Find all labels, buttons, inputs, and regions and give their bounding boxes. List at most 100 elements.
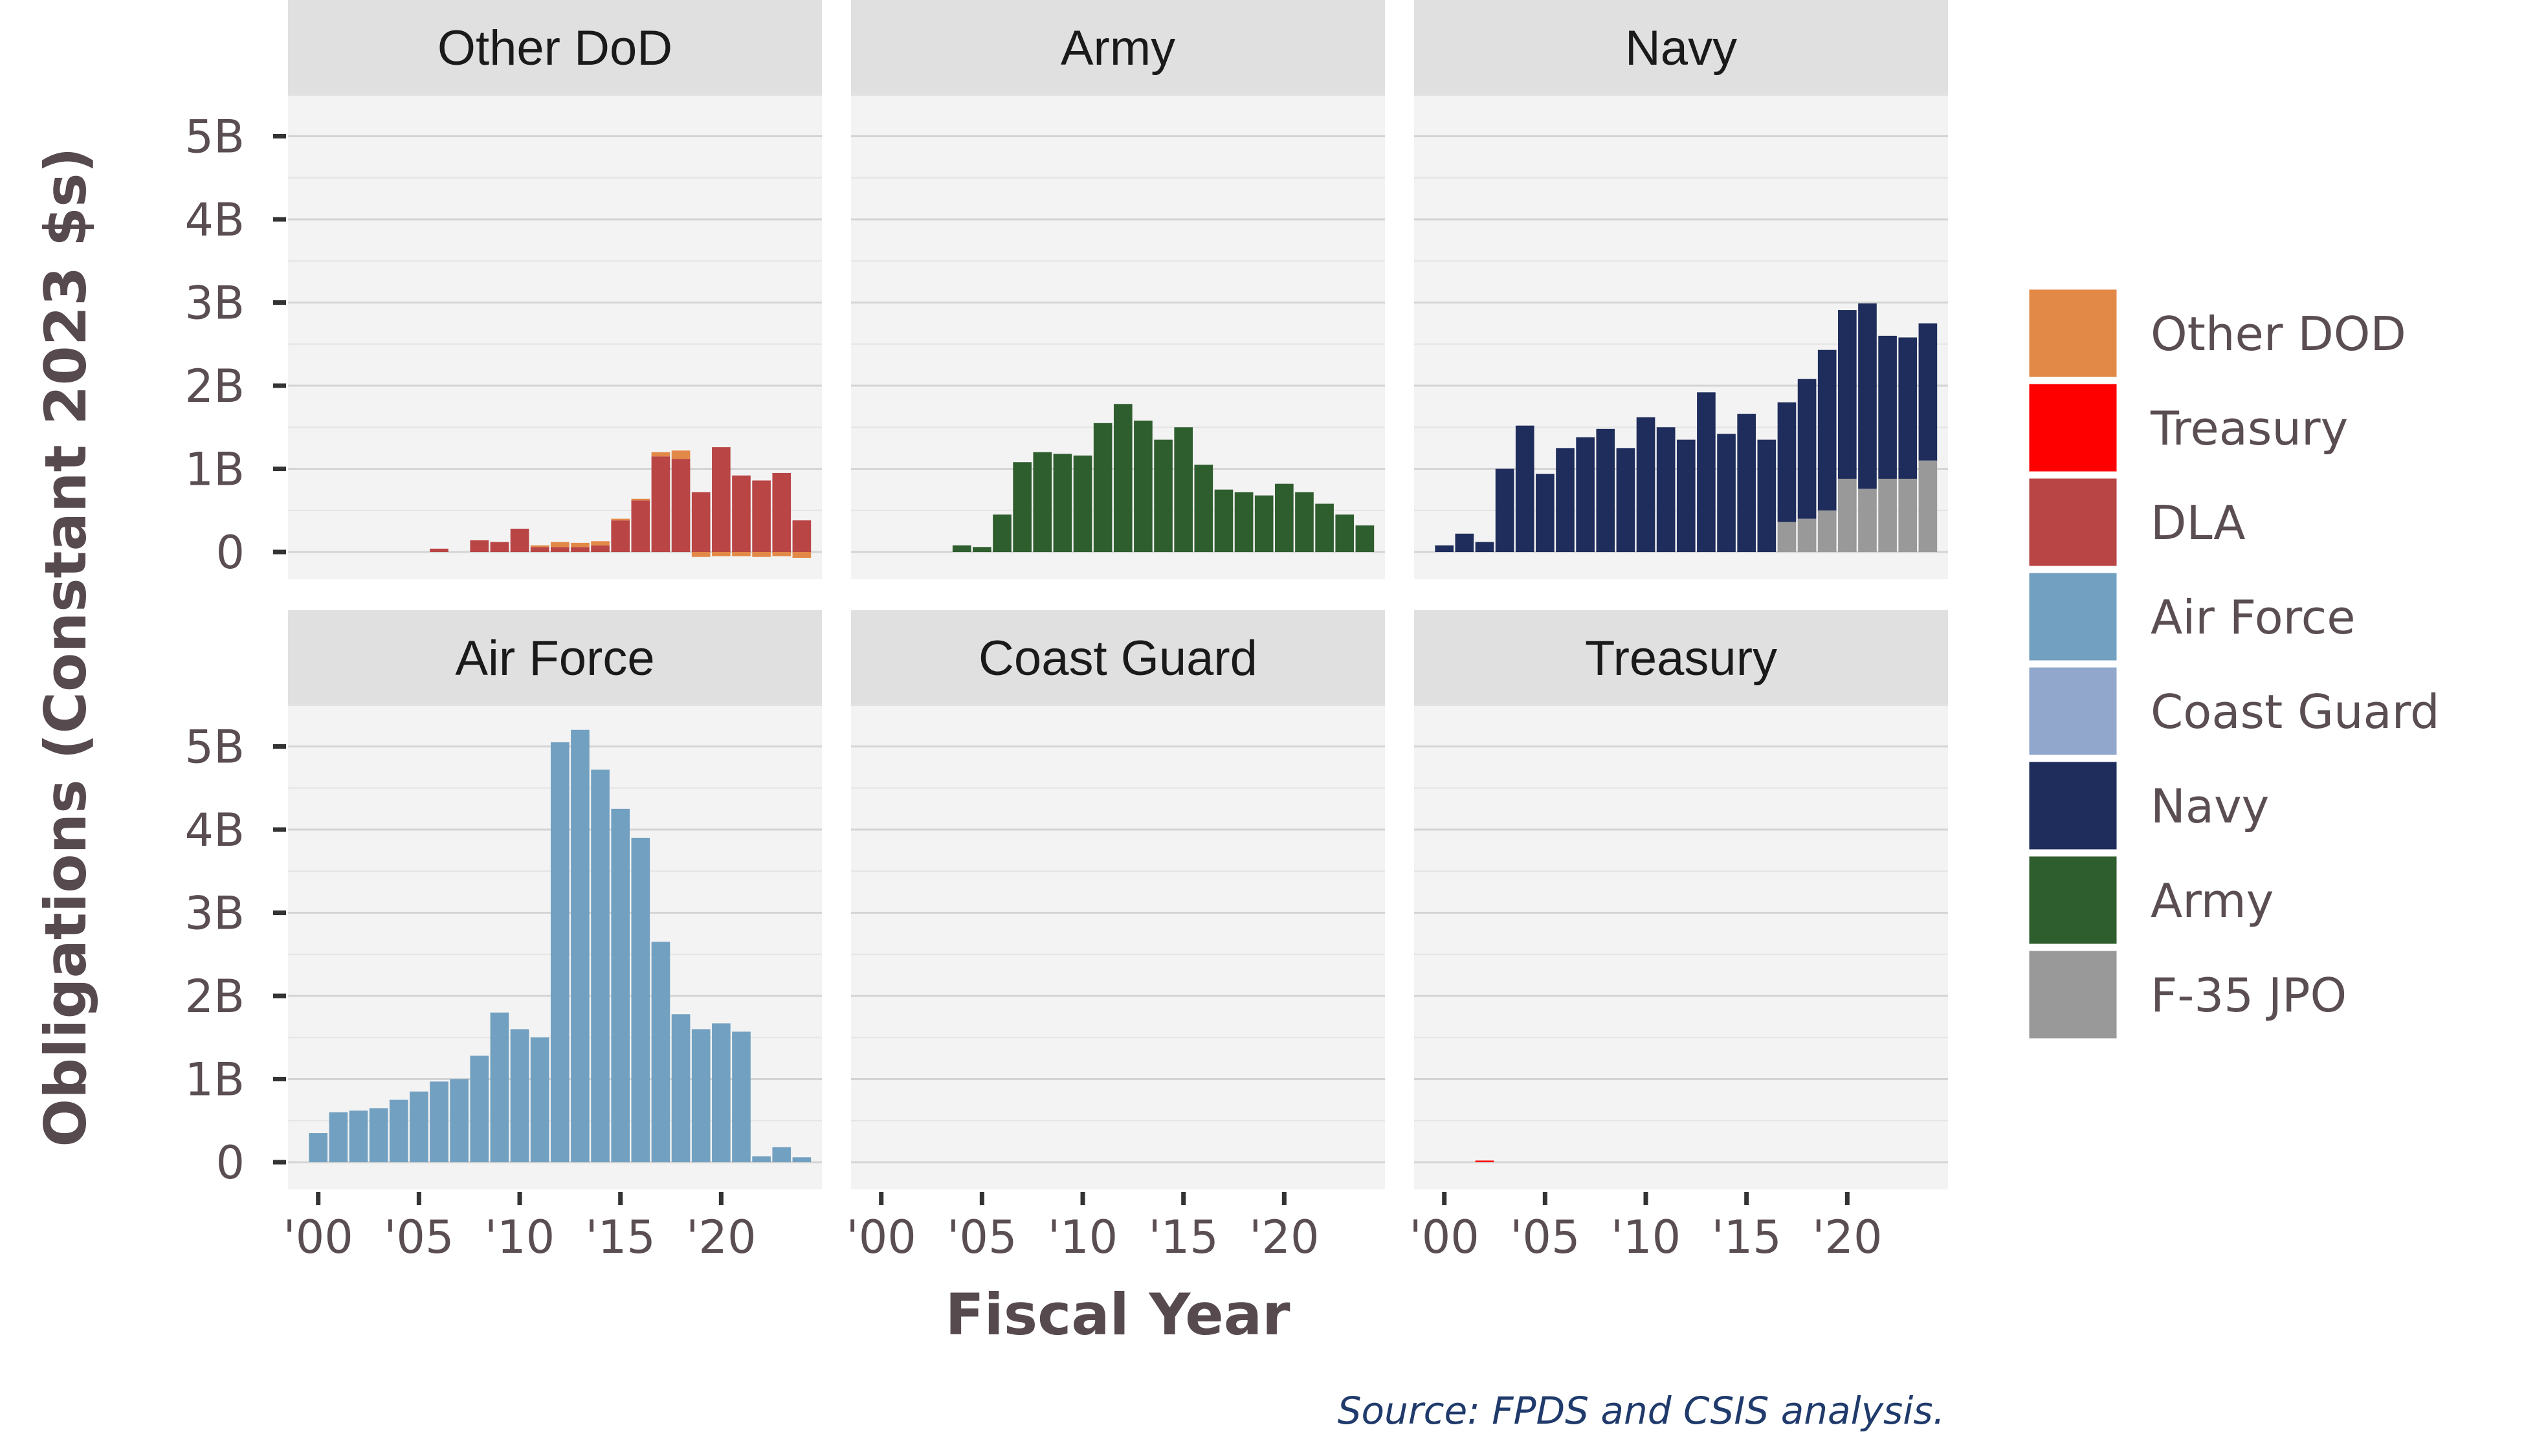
panel-background [1414, 706, 1948, 1189]
legend-item-army: Army [2026, 853, 2274, 947]
bar-other-dod-dla-2016 [631, 500, 650, 552]
bar-other-dod-dla-2022 [752, 480, 771, 552]
bar-army-army-2013 [1134, 420, 1153, 552]
x-tick-label-col3-10: '10 [1611, 1211, 1681, 1264]
bar-navy-navy-2005 [1536, 474, 1555, 552]
bar-army-army-2008 [1033, 452, 1052, 552]
x-tick-label-col2-15: '15 [1149, 1211, 1219, 1264]
bar-navy-navy-2001 [1455, 533, 1474, 552]
bar-other-dod-dla-2017 [651, 456, 670, 552]
bar-air-force-air_force-2002 [349, 1110, 368, 1162]
bar-other-dod-dla-2020 [712, 447, 731, 552]
y-tick-label-row1-1b: 1B [184, 443, 245, 496]
x-tick-label-col3-00: '00 [1410, 1211, 1479, 1264]
panel-navy: Navy [1414, 0, 1948, 579]
legend: Other DOD Treasury DLA Air Force Coast Guard… [2026, 286, 2440, 1042]
bar-air-force-air_force-2000 [309, 1133, 328, 1162]
bar-other-dod-other_dod-2021 [732, 552, 751, 557]
bar-navy-f35_jpo-2019 [1817, 510, 1837, 552]
legend-swatch [2026, 947, 2120, 1042]
legend-label: Coast Guard [2151, 685, 2440, 739]
bar-air-force-air_force-2021 [732, 1031, 751, 1162]
bar-other-dod-other_dod-2015 [611, 518, 630, 521]
panel-background [851, 706, 1385, 1189]
legend-item-air-force: Air Force [2026, 569, 2356, 664]
bar-other-dod-dla-2012 [550, 547, 570, 552]
bar-other-dod-dla-2010 [510, 529, 529, 552]
x-tick-label-col2-20: '20 [1249, 1211, 1319, 1264]
bar-other-dod-other_dod-2016 [631, 498, 650, 501]
bar-navy-navy-2002 [1475, 542, 1494, 552]
bar-air-force-air_force-2004 [389, 1099, 408, 1162]
source-caption: Source: FPDS and CSIS analysis. [1338, 1389, 1945, 1433]
bar-navy-navy-2022 [1878, 335, 1897, 479]
bar-air-force-air_force-2022 [752, 1156, 771, 1162]
legend-swatch [2026, 286, 2120, 381]
bar-other-dod-dla-2011 [530, 547, 549, 552]
bar-navy-navy-2010 [1636, 417, 1655, 552]
panel-strip [1414, 0, 1948, 96]
bar-air-force-air_force-2005 [410, 1091, 428, 1162]
bar-air-force-air_force-2023 [772, 1147, 792, 1162]
panel-treasury: Treasury [1414, 610, 1948, 1189]
bar-navy-navy-2019 [1817, 349, 1837, 511]
y-tick-label-row2-3b: 3B [184, 887, 245, 940]
y-tick-label-row2-1b: 1B [184, 1053, 245, 1107]
bar-army-army-2014 [1154, 439, 1173, 552]
y-tick-label-row2-5b: 5B [184, 721, 245, 774]
bar-army-army-2018 [1234, 492, 1254, 552]
bar-army-army-2020 [1275, 483, 1294, 552]
y-tick-label-row1-4b: 4B [184, 193, 245, 247]
bar-air-force-air_force-2006 [430, 1081, 448, 1162]
panel-strip [288, 610, 822, 706]
bar-other-dod-dla-2019 [691, 492, 711, 552]
panel-strip [851, 0, 1385, 96]
bar-navy-navy-2012 [1676, 439, 1696, 552]
bar-other-dod-other_dod-2022 [752, 552, 771, 557]
bar-army-army-2009 [1053, 454, 1072, 552]
bar-air-force-air_force-2008 [470, 1055, 489, 1162]
x-axis-title: Fiscal Year [945, 1281, 1290, 1348]
bar-army-army-2004 [952, 545, 971, 552]
bar-air-force-air_force-2009 [490, 1012, 509, 1162]
bar-navy-f35_jpo-2024 [1918, 460, 1938, 552]
bar-other-dod-dla-2018 [671, 459, 691, 552]
bar-air-force-air_force-2010 [510, 1029, 529, 1162]
x-tick-label-col2-00: '00 [847, 1211, 916, 1264]
bar-navy-navy-2020 [1838, 310, 1857, 479]
y-tick-label-row1-zero: 0 [216, 526, 245, 579]
bar-navy-f35_jpo-2021 [1858, 489, 1877, 552]
legend-item-dla: DLA [2026, 475, 2245, 569]
legend-swatch [2026, 569, 2120, 664]
bar-air-force-air_force-2020 [712, 1023, 731, 1162]
bar-navy-navy-2007 [1576, 437, 1595, 552]
bar-other-dod-other_dod-2024 [792, 552, 812, 558]
bar-navy-navy-2009 [1616, 448, 1635, 552]
bar-navy-navy-2014 [1717, 434, 1736, 552]
x-tick-label-col1-15: '15 [586, 1211, 656, 1264]
legend-label: Treasury [2150, 401, 2348, 456]
bar-air-force-air_force-2019 [691, 1029, 711, 1162]
bar-navy-navy-2021 [1858, 303, 1877, 489]
bar-army-army-2017 [1214, 489, 1234, 552]
bar-air-force-air_force-2016 [631, 837, 650, 1162]
bar-other-dod-other_dod-2012 [550, 542, 570, 547]
bar-army-army-2021 [1295, 492, 1314, 552]
bar-army-army-2022 [1315, 503, 1334, 552]
bar-army-army-2016 [1194, 465, 1213, 552]
legend-label: Air Force [2151, 590, 2356, 645]
bar-air-force-air_force-2015 [611, 808, 630, 1162]
legend-swatch [2026, 758, 2120, 853]
bar-navy-navy-2023 [1898, 337, 1918, 479]
y-axes-layer: 0 1B 2B 3B 4B 5B 0 1B 2B 3B 4B 5B [184, 111, 286, 1189]
legend-swatch [2026, 381, 2120, 475]
bar-other-dod-dla-2006 [430, 548, 448, 552]
bar-navy-navy-2015 [1737, 414, 1756, 552]
panel-army: Army [851, 0, 1385, 579]
panel-title: Coast Guard [979, 631, 1257, 686]
y-tick-label-row1-3b: 3B [184, 277, 245, 330]
panel-title: Treasury [1585, 631, 1777, 686]
bar-navy-navy-2006 [1556, 448, 1575, 552]
x-tick-label-col1-05: '05 [384, 1211, 454, 1264]
